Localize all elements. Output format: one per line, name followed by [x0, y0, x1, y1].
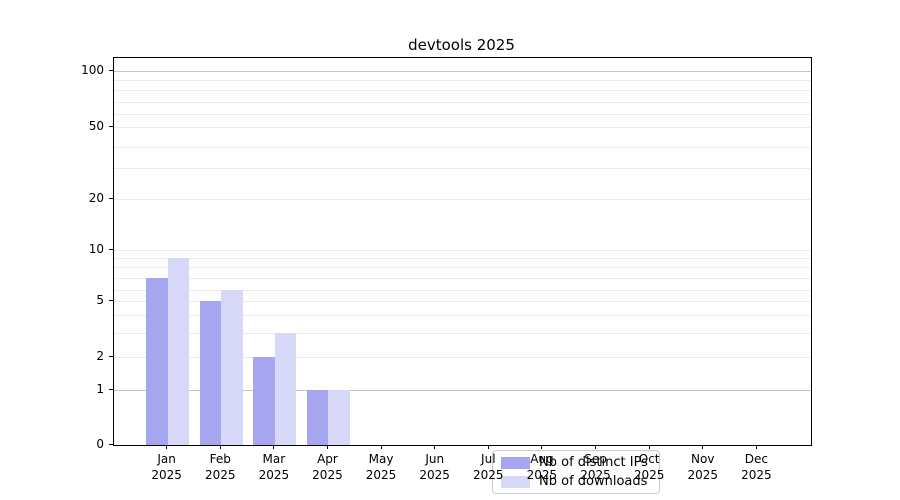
gridline-y-80 [114, 90, 811, 92]
bar-jan-downloads [167, 258, 190, 445]
gridline-y-100 [114, 71, 811, 72]
gridline-y-10 [114, 250, 811, 251]
x-tick-mark-jul [487, 445, 489, 449]
chart-title: devtools 2025 [408, 36, 515, 54]
bar-apr-distinct-ips [306, 390, 329, 445]
x-tick-label-apr: Apr 2025 [312, 452, 343, 482]
bar-mar-downloads [274, 333, 297, 445]
x-tick-label-dec: Dec 2025 [741, 452, 772, 482]
gridline-y-30 [114, 168, 811, 170]
gridline-y-60 [114, 113, 811, 115]
gridline-y-2 [114, 356, 811, 358]
legend-entry-downloads: Nb of downloads [493, 474, 659, 489]
y-tick-mark-5 [109, 300, 113, 302]
y-tick-label-20: 20 [88, 190, 104, 205]
gridline-y-40 [114, 147, 811, 148]
x-tick-label-nov: Nov 2025 [687, 452, 719, 482]
x-tick-label-may: May 2025 [365, 452, 397, 482]
x-tick-label-jan: Jan 2025 [151, 452, 182, 482]
x-tick-label-feb: Feb 2025 [204, 452, 236, 482]
legend-label-distinct-ips: Nb of distinct IPs [539, 455, 648, 470]
gridline-y-90 [114, 80, 811, 82]
legend-entry-distinct-ips: Nb of distinct IPs [493, 455, 659, 470]
bar-mar-distinct-ips [253, 356, 275, 445]
y-tick-label-2: 2 [96, 348, 104, 363]
x-tick-mark-dec [755, 445, 757, 449]
gridline-y-50 [114, 126, 811, 128]
x-tick-mark-jun [434, 445, 436, 449]
gridline-y-1 [114, 390, 811, 392]
x-tick-mark-aug [541, 445, 543, 449]
legend-swatch-downloads [501, 475, 530, 488]
gridline-y-5 [114, 301, 811, 303]
y-tick-mark-20 [109, 197, 113, 199]
x-tick-label-sep: Sep 2025 [580, 452, 611, 482]
x-tick-label-oct: Oct 2025 [633, 452, 665, 482]
x-tick-mark-may [380, 445, 382, 449]
gridline-y-7 [114, 278, 811, 279]
y-tick-mark-100 [109, 70, 113, 71]
y-tick-label-5: 5 [96, 293, 104, 308]
x-tick-mark-nov [702, 445, 704, 449]
y-tick-mark-10 [109, 249, 113, 250]
y-tick-label-0: 0 [96, 437, 104, 451]
plot-area: Nb of distinct IPs Nb of downloads [113, 57, 812, 494]
y-tick-mark-1 [109, 389, 113, 391]
y-tick-mark-0 [109, 444, 113, 445]
y-tick-label-50: 50 [88, 118, 104, 133]
bar-jan-distinct-ips [146, 278, 168, 445]
y-tick-mark-50 [109, 125, 113, 127]
gridline-y-20 [114, 198, 811, 200]
x-tick-mark-apr [326, 445, 328, 449]
legend-swatch-distinct-ips [501, 456, 530, 469]
gridline-y-8 [114, 267, 811, 269]
gridline-y-6 [114, 290, 811, 292]
y-tick-mark-2 [109, 355, 113, 357]
x-tick-mark-mar [273, 445, 275, 449]
x-tick-label-aug: Aug 2025 [526, 452, 558, 482]
x-tick-mark-jan [166, 445, 168, 449]
chart-legend: Nb of distinct IPs Nb of downloads [492, 450, 660, 494]
gridline-y-3 [114, 333, 811, 334]
x-tick-label-mar: Mar 2025 [258, 452, 290, 482]
y-tick-label-10: 10 [88, 242, 104, 256]
bar-apr-downloads [328, 390, 350, 445]
x-tick-mark-oct [648, 445, 650, 449]
x-tick-mark-sep [595, 445, 597, 449]
x-tick-label-jul: Jul 2025 [473, 452, 504, 482]
y-tick-label-100: 100 [81, 63, 104, 77]
bar-feb-downloads [221, 290, 243, 445]
bar-feb-distinct-ips [199, 301, 222, 445]
y-tick-label-1: 1 [96, 382, 104, 397]
legend-label-downloads: Nb of downloads [539, 474, 648, 489]
gridline-y-9 [114, 258, 811, 259]
x-tick-mark-feb [219, 445, 221, 449]
x-tick-label-jun: Jun 2025 [419, 452, 450, 482]
gridline-y-4 [114, 315, 811, 317]
gridline-y-70 [114, 101, 811, 103]
